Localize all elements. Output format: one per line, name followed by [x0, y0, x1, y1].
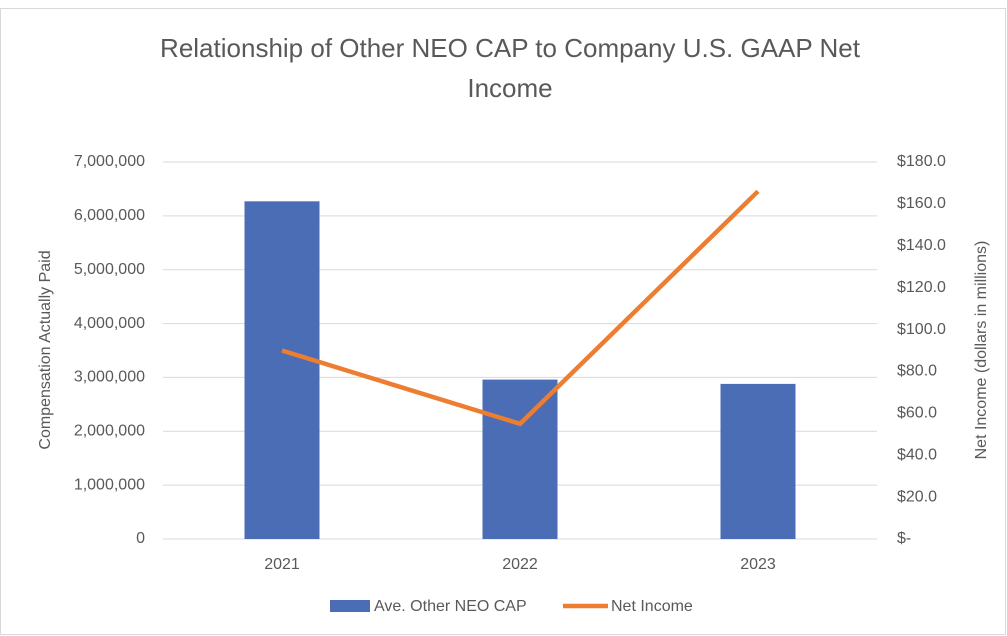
chart-title: Relationship of Other NEO CAP to Company…: [160, 33, 860, 103]
y2-tick-label: $120.0: [897, 279, 946, 296]
bar: [482, 379, 558, 539]
y2-tick-label: $140.0: [897, 237, 946, 254]
bar: [244, 201, 320, 539]
y2-tick-label: $40.0: [897, 446, 937, 463]
x-tick-label: 2022: [502, 556, 538, 573]
y2-tick-label: $160.0: [897, 195, 946, 212]
bar: [720, 383, 796, 539]
y2-tick-label: $180.0: [897, 153, 946, 170]
y-tick-label: 3,000,000: [74, 369, 145, 386]
y-tick-label: 6,000,000: [74, 207, 145, 224]
legend-swatch: [330, 600, 370, 612]
y2-tick-label: $20.0: [897, 488, 937, 505]
legend-label: Net Income: [611, 598, 693, 615]
y2-tick-label: $100.0: [897, 321, 946, 338]
y2-tick-label: $60.0: [897, 405, 937, 422]
y-tick-label: 1,000,000: [74, 476, 145, 493]
line: [281, 189, 760, 427]
y-axis-title: Compensation Actually Paid: [37, 250, 54, 449]
y-tick-label: 2,000,000: [74, 423, 145, 440]
y-tick-label: 5,000,000: [74, 261, 145, 278]
chart-border: [0, 8, 1006, 635]
y-tick-label: 4,000,000: [74, 315, 145, 332]
y2-tick-label: $-: [897, 530, 911, 547]
legend-label: Ave. Other NEO CAP: [374, 598, 527, 615]
x-tick-label: 2021: [264, 556, 300, 573]
y-tick-label: 0: [136, 530, 145, 547]
y-tick-label: 7,000,000: [74, 153, 145, 170]
y2-tick-label: $80.0: [897, 363, 937, 380]
x-tick-label: 2023: [740, 556, 776, 573]
y2-axis-title: Net Income (dollars in millions): [973, 241, 990, 460]
